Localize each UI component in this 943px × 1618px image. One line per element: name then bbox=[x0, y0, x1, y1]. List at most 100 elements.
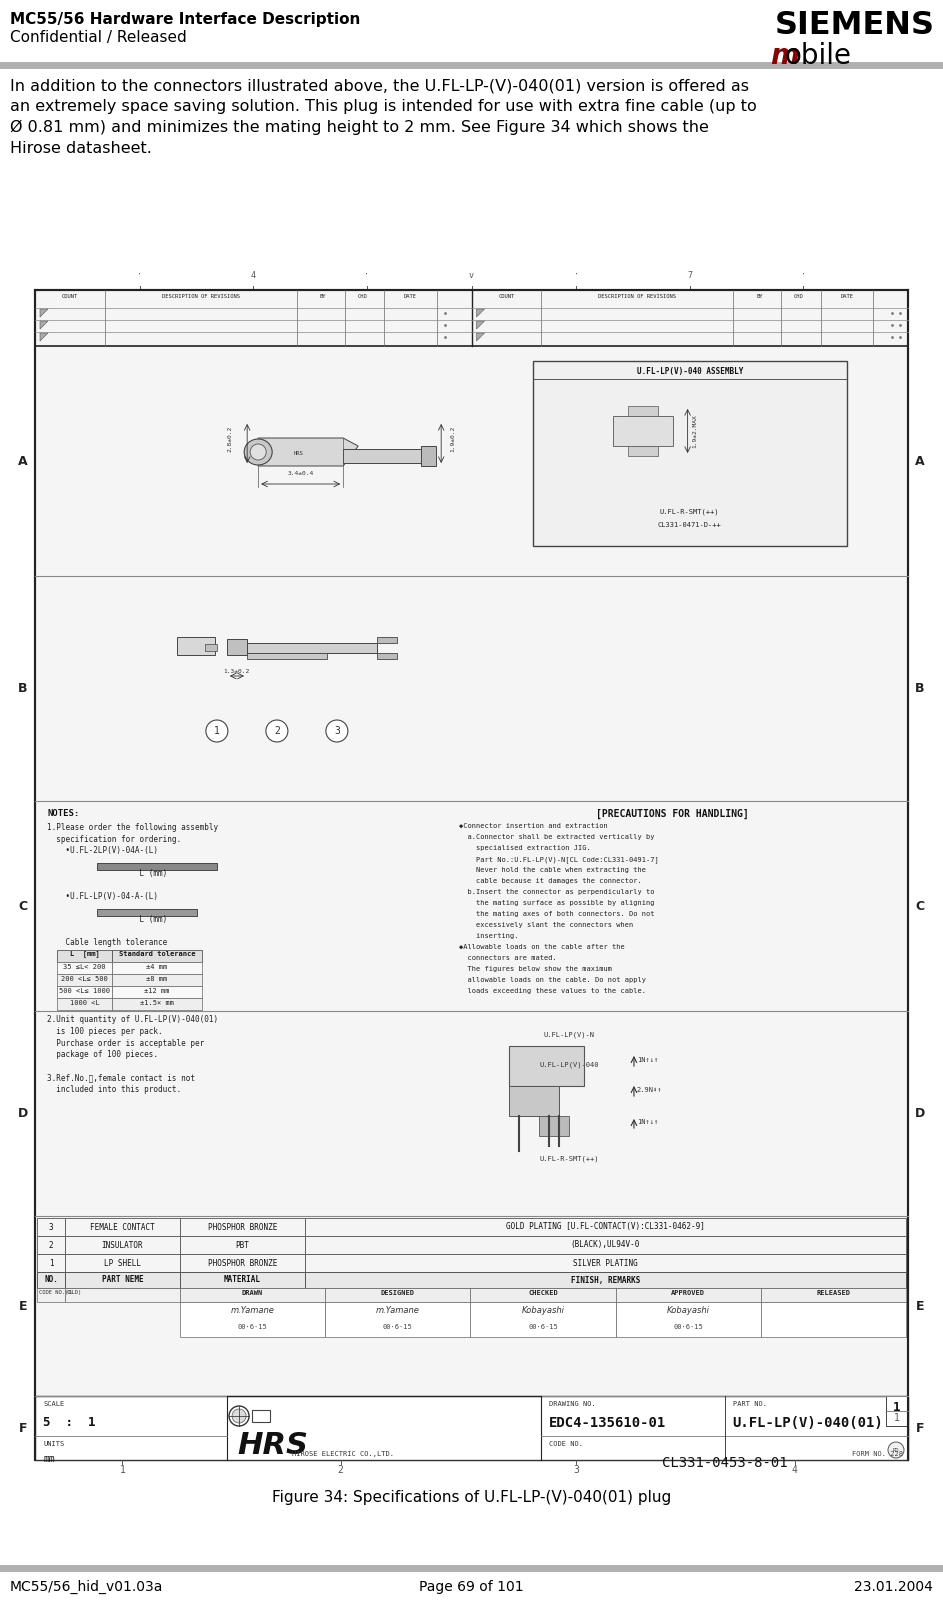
Text: U.FL-R-SMT(++): U.FL-R-SMT(++) bbox=[539, 1155, 599, 1162]
Text: 00·6·15: 00·6·15 bbox=[383, 1324, 413, 1330]
Text: ±4 mm: ±4 mm bbox=[146, 963, 168, 969]
Text: Kobayashi: Kobayashi bbox=[667, 1306, 710, 1315]
Bar bbox=[65, 1288, 180, 1302]
Circle shape bbox=[888, 1442, 904, 1458]
Bar bbox=[886, 1396, 908, 1425]
Text: the mating axes of both connectors. Do not: the mating axes of both connectors. Do n… bbox=[459, 911, 654, 917]
Bar bbox=[97, 908, 197, 916]
Text: [PRECAUTIONS FOR HANDLING]: [PRECAUTIONS FOR HANDLING] bbox=[596, 809, 749, 819]
Text: Never hold the cable when extracting the: Never hold the cable when extracting the bbox=[459, 867, 646, 874]
Text: included into this product.: included into this product. bbox=[47, 1084, 181, 1094]
Text: L (mm): L (mm) bbox=[47, 869, 167, 879]
Text: CL331-0453-8-01: CL331-0453-8-01 bbox=[662, 1456, 787, 1471]
Text: U.FL-LP(V)-040(01): U.FL-LP(V)-040(01) bbox=[733, 1416, 884, 1430]
Text: package of 100 pieces.: package of 100 pieces. bbox=[47, 1050, 158, 1060]
Text: HIROSE ELECTRIC CO.,LTD.: HIROSE ELECTRIC CO.,LTD. bbox=[292, 1451, 394, 1456]
Text: CHD: CHD bbox=[794, 294, 803, 299]
Polygon shape bbox=[258, 438, 358, 466]
Text: excessively slant the connectors when: excessively slant the connectors when bbox=[459, 922, 634, 929]
Text: m: m bbox=[770, 42, 799, 70]
Text: 2.9N⬇↑: 2.9N⬇↑ bbox=[637, 1087, 663, 1094]
Text: SILVER PLATING: SILVER PLATING bbox=[573, 1259, 637, 1267]
Text: PBT: PBT bbox=[236, 1241, 250, 1249]
Text: C: C bbox=[916, 900, 924, 913]
Bar bbox=[112, 974, 202, 985]
Bar bbox=[37, 1218, 65, 1236]
Text: (BLACK),UL94V-0: (BLACK),UL94V-0 bbox=[571, 1241, 640, 1249]
Ellipse shape bbox=[244, 438, 273, 464]
Text: ·: · bbox=[138, 270, 142, 280]
Text: DRAWING NO.: DRAWING NO. bbox=[550, 1401, 596, 1408]
Bar bbox=[180, 1302, 325, 1336]
Text: 1: 1 bbox=[49, 1259, 54, 1267]
Text: F: F bbox=[19, 1422, 27, 1435]
Circle shape bbox=[206, 720, 228, 743]
Bar bbox=[509, 1045, 584, 1086]
Bar bbox=[180, 1272, 305, 1288]
Text: v: v bbox=[469, 270, 474, 280]
Bar bbox=[65, 1254, 180, 1272]
Bar bbox=[180, 1254, 305, 1272]
Bar bbox=[247, 654, 327, 659]
Text: E: E bbox=[19, 1299, 27, 1312]
Text: LP SHELL: LP SHELL bbox=[104, 1259, 141, 1267]
Bar bbox=[227, 639, 247, 655]
Bar bbox=[112, 961, 202, 974]
Text: 00·6·15: 00·6·15 bbox=[528, 1324, 558, 1330]
Text: 3.Ref.No.③,female contact is not: 3.Ref.No.③,female contact is not bbox=[47, 1073, 195, 1082]
Text: 1: 1 bbox=[214, 726, 220, 736]
Text: UNITS: UNITS bbox=[43, 1442, 64, 1446]
Text: loads exceeding these values to the cable.: loads exceeding these values to the cabl… bbox=[459, 989, 646, 993]
Text: allowable loads on the cable. Do not apply: allowable loads on the cable. Do not app… bbox=[459, 977, 646, 984]
Text: INSULATOR: INSULATOR bbox=[102, 1241, 143, 1249]
Text: b.Insert the connector as perpendicularly to: b.Insert the connector as perpendicularl… bbox=[459, 888, 654, 895]
Text: B: B bbox=[916, 683, 925, 696]
Text: Confidential / Released: Confidential / Released bbox=[10, 31, 187, 45]
Text: CHECKED: CHECKED bbox=[528, 1290, 558, 1296]
Polygon shape bbox=[476, 320, 485, 328]
Text: 2.Unit quantity of U.FL-LP(V)-040(01): 2.Unit quantity of U.FL-LP(V)-040(01) bbox=[47, 1016, 218, 1024]
Bar bbox=[37, 1272, 65, 1288]
Text: •U.FL-2LP(V)-04A-(L): •U.FL-2LP(V)-04A-(L) bbox=[47, 846, 158, 854]
Text: FEMALE CONTACT: FEMALE CONTACT bbox=[91, 1223, 155, 1231]
Text: 4: 4 bbox=[791, 1464, 798, 1476]
Text: Purchase order is acceptable per: Purchase order is acceptable per bbox=[47, 1039, 205, 1047]
Text: 200 <L≤ 500: 200 <L≤ 500 bbox=[61, 976, 108, 982]
Text: 5  :  1: 5 : 1 bbox=[43, 1416, 95, 1429]
Text: 1N↑↓↑: 1N↑↓↑ bbox=[637, 1120, 658, 1125]
Bar bbox=[37, 1288, 65, 1302]
Text: NO.: NO. bbox=[44, 1275, 58, 1285]
Polygon shape bbox=[40, 309, 48, 317]
Text: Kobayashi: Kobayashi bbox=[521, 1306, 565, 1315]
Text: MATERIAL: MATERIAL bbox=[224, 1275, 261, 1285]
Bar bbox=[377, 654, 397, 659]
Text: specialised extraction JIG.: specialised extraction JIG. bbox=[459, 845, 591, 851]
Text: L (mm): L (mm) bbox=[47, 916, 167, 924]
Text: ±8 mm: ±8 mm bbox=[146, 976, 168, 982]
Bar bbox=[628, 406, 657, 416]
Text: DESCRIPTION OF REVISIONS: DESCRIPTION OF REVISIONS bbox=[599, 294, 676, 299]
Text: BY: BY bbox=[756, 294, 763, 299]
Bar bbox=[252, 1409, 270, 1422]
Text: In addition to the connectors illustrated above, the U.FL-LP-(V)-040(01) version: In addition to the connectors illustrate… bbox=[10, 78, 749, 92]
Polygon shape bbox=[476, 333, 485, 341]
Text: 3.4±0.4: 3.4±0.4 bbox=[288, 471, 314, 476]
Polygon shape bbox=[40, 333, 48, 341]
Bar bbox=[205, 644, 217, 650]
Text: DRAWN: DRAWN bbox=[242, 1290, 263, 1296]
Bar bbox=[325, 1302, 471, 1336]
Text: COUNT: COUNT bbox=[498, 294, 515, 299]
Polygon shape bbox=[476, 309, 485, 317]
Bar bbox=[57, 961, 112, 974]
Text: •U.FL-LP(V)-04-A-(L): •U.FL-LP(V)-04-A-(L) bbox=[47, 892, 158, 901]
Bar bbox=[616, 1288, 761, 1302]
Text: Cable length tolerance: Cable length tolerance bbox=[47, 938, 167, 947]
Text: specification for ordering.: specification for ordering. bbox=[47, 835, 181, 843]
Ellipse shape bbox=[250, 443, 266, 460]
Text: CODE NO.: CODE NO. bbox=[550, 1442, 584, 1446]
Text: PHOSPHOR BRONZE: PHOSPHOR BRONZE bbox=[207, 1259, 277, 1267]
Text: D: D bbox=[915, 1107, 925, 1120]
Text: DESIGNED: DESIGNED bbox=[381, 1290, 415, 1296]
Text: ±12 mm: ±12 mm bbox=[144, 987, 170, 993]
Text: CL331-0471-D-++: CL331-0471-D-++ bbox=[658, 523, 721, 527]
